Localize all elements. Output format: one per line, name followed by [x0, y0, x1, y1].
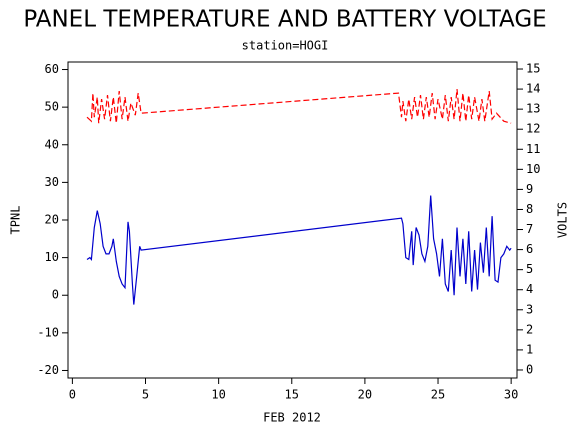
y-tick-label: 20: [45, 213, 59, 227]
y2-tick-label: 7: [526, 222, 533, 236]
chart-subtitle: station=HOGI: [242, 39, 329, 53]
y-axis-label: TPNL: [9, 206, 23, 235]
y2-tick-label: 6: [526, 242, 533, 256]
y2-tick-label: 5: [526, 262, 533, 276]
x-tick-label: 25: [431, 388, 445, 402]
y-tick-label: 30: [45, 175, 59, 189]
y2-tick-label: 13: [526, 102, 540, 116]
x-tick-label: 30: [504, 388, 518, 402]
x-tick-label: 0: [69, 388, 76, 402]
x-axis-label: FEB 2012: [263, 411, 321, 425]
x-tick-label: 5: [142, 388, 149, 402]
y2-tick-label: 15: [526, 62, 540, 76]
data-line: [86, 89, 512, 124]
x-tick-label: 20: [358, 388, 372, 402]
y2-tick-label: 4: [526, 282, 533, 296]
y2-tick-label: 8: [526, 202, 533, 216]
y2-tick-label: 1: [526, 342, 533, 356]
y-tick-label: -10: [37, 325, 59, 339]
y2-tick-label: 2: [526, 322, 533, 336]
y2-tick-label: 3: [526, 302, 533, 316]
y-tick-label: 10: [45, 250, 59, 264]
y-tick-label: 0: [52, 288, 59, 302]
y-tick-label: 50: [45, 100, 59, 114]
x-tick-label: 15: [285, 388, 299, 402]
x-tick-label: 10: [211, 388, 225, 402]
chart-title: PANEL TEMPERATURE AND BATTERY VOLTAGE: [23, 7, 546, 33]
y-tick-label: 60: [45, 62, 59, 76]
y-tick-label: 40: [45, 137, 59, 151]
data-line: [86, 195, 512, 305]
y2-tick-label: 11: [526, 142, 540, 156]
y2-tick-label: 0: [526, 362, 533, 376]
y2-tick-label: 9: [526, 182, 533, 196]
y2-tick-label: 14: [526, 82, 540, 96]
y2-axis-label: VOLTS: [556, 202, 570, 238]
y-tick-label: -20: [37, 363, 59, 377]
y2-tick-label: 12: [526, 122, 540, 136]
plot-frame: [67, 61, 518, 379]
y2-tick-label: 10: [526, 162, 540, 176]
